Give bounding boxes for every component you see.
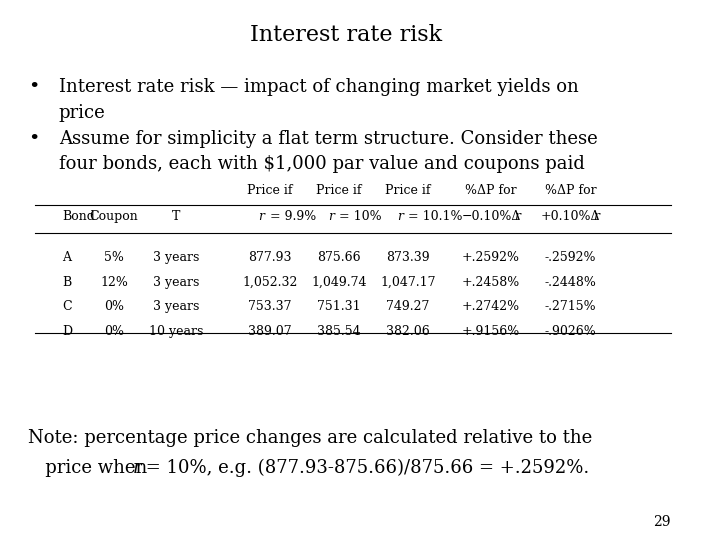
Text: +.2592%: +.2592% — [462, 251, 520, 264]
Text: four bonds, each with $1,000 par value and coupons paid: four bonds, each with $1,000 par value a… — [59, 155, 585, 173]
Text: 751.31: 751.31 — [317, 300, 361, 313]
Text: = 10.1%: = 10.1% — [405, 210, 463, 222]
Text: = 9.9%: = 9.9% — [266, 210, 317, 222]
Text: 382.06: 382.06 — [386, 325, 430, 338]
Text: r: r — [514, 210, 520, 222]
Text: = 10%, e.g. (877.93-875.66)/875.66 = +.2592%.: = 10%, e.g. (877.93-875.66)/875.66 = +.2… — [140, 459, 589, 477]
Text: 1,052.32: 1,052.32 — [242, 275, 297, 288]
Text: 873.39: 873.39 — [386, 251, 430, 264]
Text: = 10%: = 10% — [336, 210, 382, 222]
Text: -.2448%: -.2448% — [544, 275, 596, 288]
Text: 3 years: 3 years — [153, 300, 199, 313]
Text: %ΔP for: %ΔP for — [544, 184, 596, 197]
Text: Interest rate risk — impact of changing market yields on: Interest rate risk — impact of changing … — [59, 78, 579, 96]
Text: C: C — [62, 300, 72, 313]
Text: •: • — [27, 130, 39, 147]
Text: r: r — [132, 459, 141, 477]
Text: +.2458%: +.2458% — [462, 275, 520, 288]
Text: 29: 29 — [653, 515, 671, 529]
Text: +.2742%: +.2742% — [462, 300, 520, 313]
Text: •: • — [27, 78, 39, 96]
Text: D: D — [62, 325, 72, 338]
Text: 0%: 0% — [104, 325, 124, 338]
Text: Price if: Price if — [385, 184, 431, 197]
Text: B: B — [62, 275, 71, 288]
Text: Interest rate risk: Interest rate risk — [250, 24, 442, 46]
Text: 385.54: 385.54 — [317, 325, 361, 338]
Text: price when: price when — [27, 459, 153, 477]
Text: T: T — [172, 210, 181, 222]
Text: Coupon: Coupon — [90, 210, 138, 222]
Text: %ΔP for: %ΔP for — [465, 184, 517, 197]
Text: r: r — [328, 210, 334, 222]
Text: 12%: 12% — [100, 275, 128, 288]
Text: 5%: 5% — [104, 251, 124, 264]
Text: -.9026%: -.9026% — [544, 325, 596, 338]
Text: +0.10%Δ: +0.10%Δ — [541, 210, 600, 222]
Text: 3 years: 3 years — [153, 251, 199, 264]
Text: 10 years: 10 years — [149, 325, 204, 338]
Text: Price if: Price if — [316, 184, 361, 197]
Text: A: A — [62, 251, 71, 264]
Text: 1,049.74: 1,049.74 — [311, 275, 366, 288]
Text: 0%: 0% — [104, 300, 124, 313]
Text: 877.93: 877.93 — [248, 251, 292, 264]
Text: 753.37: 753.37 — [248, 300, 292, 313]
Text: +.9156%: +.9156% — [462, 325, 520, 338]
Text: Bond: Bond — [62, 210, 95, 222]
Text: 875.66: 875.66 — [317, 251, 361, 264]
Text: −0.10%Δ: −0.10%Δ — [462, 210, 521, 222]
Text: 749.27: 749.27 — [386, 300, 430, 313]
Text: 3 years: 3 years — [153, 275, 199, 288]
Text: Price if: Price if — [247, 184, 292, 197]
Text: r: r — [593, 210, 599, 222]
Text: r: r — [397, 210, 403, 222]
Text: -.2592%: -.2592% — [544, 251, 596, 264]
Text: -.2715%: -.2715% — [544, 300, 596, 313]
Text: price: price — [59, 104, 106, 122]
Text: Assume for simplicity a flat term structure. Consider these: Assume for simplicity a flat term struct… — [59, 130, 598, 147]
Text: Note: percentage price changes are calculated relative to the: Note: percentage price changes are calcu… — [27, 429, 592, 447]
Text: r: r — [258, 210, 264, 222]
Text: 1,047.17: 1,047.17 — [380, 275, 436, 288]
Text: 389.07: 389.07 — [248, 325, 292, 338]
